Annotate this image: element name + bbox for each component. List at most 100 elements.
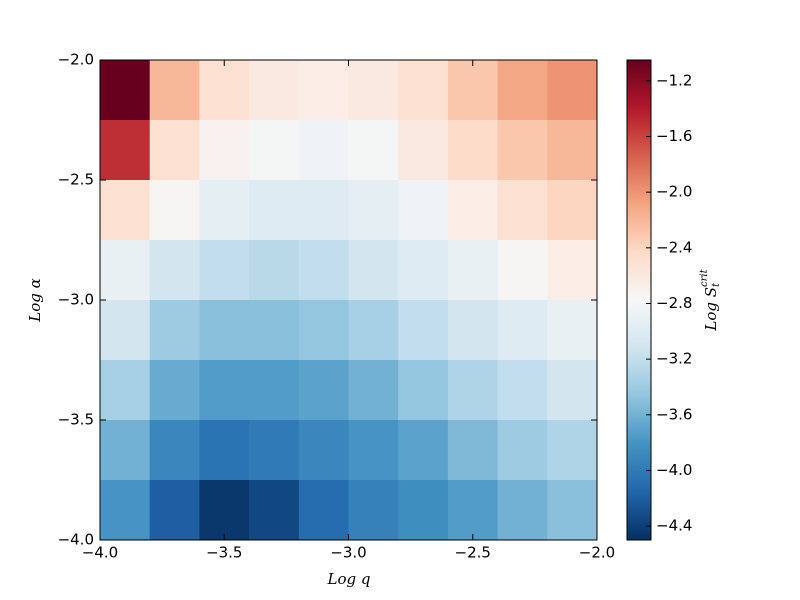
x-axis-label: Log q — [327, 570, 371, 588]
x-tick-label: −4.0 — [82, 544, 118, 562]
heatmap-cell — [398, 300, 449, 361]
heatmap-cell — [447, 360, 499, 421]
heatmap-cell — [298, 60, 349, 121]
heatmap-cell — [398, 480, 449, 541]
colorbar-tick-label: −4.0 — [656, 461, 692, 479]
heatmap-cell — [249, 60, 300, 121]
heatmap-cell — [199, 180, 250, 241]
heatmap-cell — [447, 120, 499, 181]
heatmap-cell — [199, 60, 250, 121]
heatmap-cell — [298, 480, 349, 541]
y-tick-label: −2.5 — [58, 171, 94, 189]
y-tick-label: −2.0 — [58, 51, 94, 69]
colorbar-tick-label: −1.6 — [656, 127, 692, 145]
heatmap-cell — [100, 300, 151, 361]
colorbar-label-sup: crit — [699, 268, 710, 287]
heatmap-cell — [348, 240, 399, 301]
colorbar-label-base: Log S — [702, 287, 720, 332]
heatmap-cell — [199, 420, 250, 481]
heatmap-cell — [149, 60, 200, 121]
heatmap-cell — [497, 120, 548, 181]
heatmap-cell — [497, 360, 548, 421]
heatmap-cell — [298, 120, 349, 181]
heatmap-cell — [497, 300, 548, 361]
y-tick-label: −3.0 — [58, 291, 94, 309]
heatmap-cell — [100, 420, 151, 481]
heatmap-cell — [100, 240, 151, 301]
heatmap-cell — [149, 120, 200, 181]
heatmap-cell — [348, 360, 399, 421]
heatmap-cell — [348, 60, 399, 121]
colorbar — [626, 59, 652, 541]
heatmap-cell — [398, 60, 449, 121]
heatmap-cell — [249, 120, 300, 181]
heatmap-cell — [199, 300, 250, 361]
colorbar-tick-label: −2.4 — [656, 238, 692, 256]
heatmap-cell — [398, 420, 449, 481]
heatmap-cell — [149, 360, 200, 421]
x-tick-label: −2.0 — [579, 544, 615, 562]
heatmap-cell — [398, 120, 449, 181]
y-tick-label: −3.5 — [58, 411, 94, 429]
heatmap-cell — [199, 120, 250, 181]
heatmap-cell — [447, 180, 499, 241]
heatmap-cell — [298, 300, 349, 361]
heatmap-cell — [298, 180, 349, 241]
heatmap-cell — [100, 60, 151, 121]
heatmap-cell — [149, 240, 200, 301]
heatmap-cell — [249, 240, 300, 301]
heatmap-cell — [447, 420, 499, 481]
colorbar-tick-label: −2.8 — [656, 294, 692, 312]
heatmap-cell — [497, 60, 548, 121]
x-tick-label: −2.5 — [455, 544, 491, 562]
heatmap-cell — [497, 480, 548, 541]
heatmap-cell — [547, 360, 598, 421]
heatmap-cell — [149, 480, 200, 541]
heatmap-cell — [547, 420, 598, 481]
heatmap-cell — [298, 240, 349, 301]
heatmap-cell — [348, 180, 399, 241]
heatmap-cell — [100, 360, 151, 421]
x-tick-label: −3.5 — [206, 544, 242, 562]
colorbar-tick-label: −1.2 — [656, 71, 692, 89]
heatmap-cell — [249, 420, 300, 481]
colorbar-tick-label: −2.0 — [656, 183, 692, 201]
heatmap-cell — [348, 480, 399, 541]
heatmap-cell — [249, 180, 300, 241]
heatmap-cell — [398, 240, 449, 301]
heatmap-cell — [497, 240, 548, 301]
heatmap-cell — [149, 300, 200, 361]
colorbar-tick-label: −3.6 — [656, 405, 692, 423]
heatmap-cell — [497, 420, 548, 481]
heatmap-cell — [348, 120, 399, 181]
heatmap-cell — [398, 360, 449, 421]
heatmap-cell — [298, 420, 349, 481]
colorbar-label-sub: t — [711, 282, 722, 287]
heatmap-cell — [199, 240, 250, 301]
heatmap-cell — [497, 180, 548, 241]
heatmap-cell — [547, 60, 598, 121]
heatmap-cell — [249, 360, 300, 421]
heatmap-cell — [100, 120, 151, 181]
heatmap-cell — [547, 480, 598, 541]
heatmap-cell — [199, 360, 250, 421]
colorbar-tick-label: −3.2 — [656, 350, 692, 368]
heatmap-cell — [149, 180, 200, 241]
heatmap-cell — [100, 180, 151, 241]
heatmap-cell — [249, 480, 300, 541]
heatmap-cell — [447, 480, 499, 541]
heatmap-cell — [348, 300, 399, 361]
heatmap-cell — [398, 180, 449, 241]
heatmap-cell — [199, 480, 250, 541]
heatmap-cell — [547, 120, 598, 181]
heatmap-cell — [348, 420, 399, 481]
heatmap-cell — [447, 300, 499, 361]
heatmap-cell — [547, 180, 598, 241]
y-tick-label: −4.0 — [58, 531, 94, 549]
heatmap-cell — [447, 60, 499, 121]
heatmap-cell — [149, 420, 200, 481]
heatmap-cell — [100, 480, 151, 541]
heatmap-cell — [447, 240, 499, 301]
heatmap-cell — [298, 360, 349, 421]
